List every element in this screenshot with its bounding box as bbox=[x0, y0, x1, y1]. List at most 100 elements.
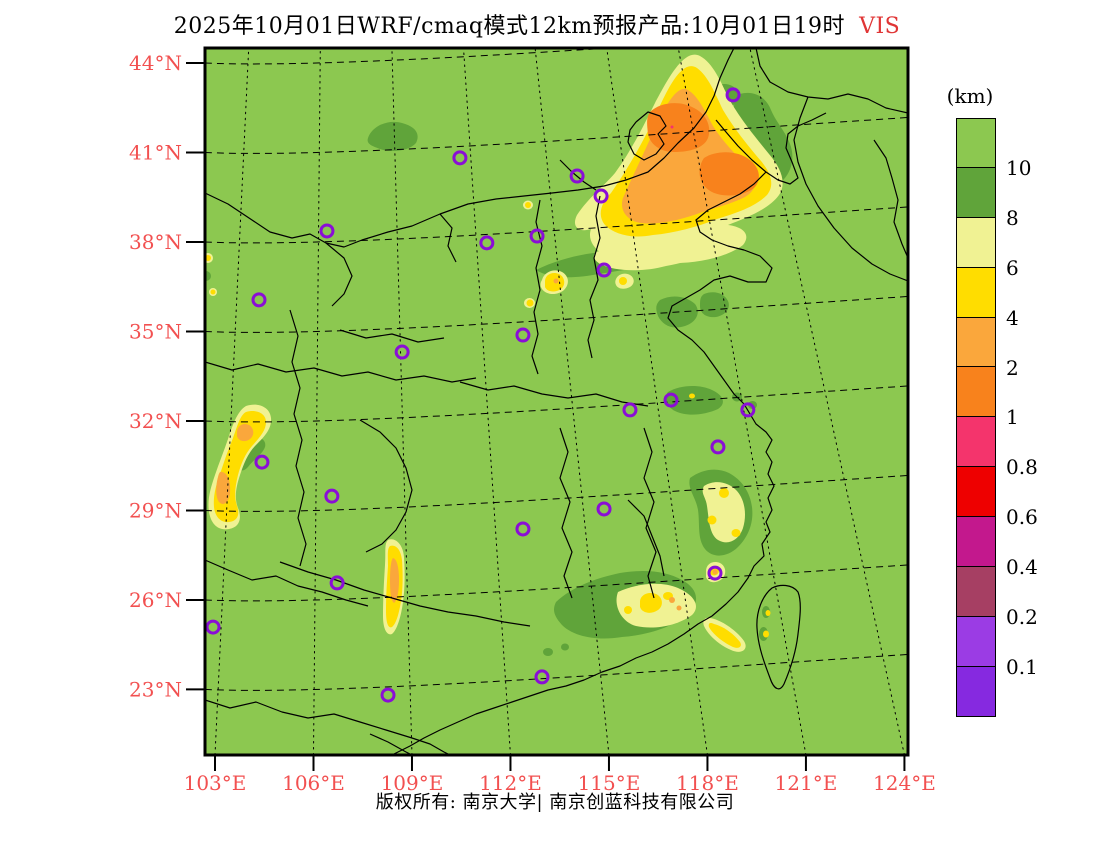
longitude-gridline bbox=[606, 48, 708, 755]
station-marker[interactable] bbox=[707, 565, 723, 581]
province-boundary bbox=[325, 242, 353, 307]
colorbar-segment bbox=[956, 267, 996, 318]
lat-tick-label: 41°N bbox=[129, 140, 182, 164]
vis-contour-lo bbox=[216, 471, 231, 504]
station-marker[interactable] bbox=[380, 687, 396, 703]
colorbar-segment bbox=[956, 367, 996, 418]
latitude-gridline bbox=[205, 385, 908, 423]
province-boundary bbox=[205, 559, 369, 607]
station-marker[interactable] bbox=[534, 669, 550, 685]
vis-contour-yl bbox=[525, 202, 531, 208]
station-marker[interactable] bbox=[710, 439, 726, 455]
colorbar-label: 6 bbox=[1006, 255, 1019, 280]
vis-contour-lo bbox=[553, 278, 559, 284]
lat-tick-label: 23°N bbox=[129, 677, 182, 701]
province-boundary bbox=[205, 361, 477, 383]
vis-contour-yl bbox=[731, 529, 741, 537]
vis-contour-lo bbox=[676, 605, 682, 611]
station-marker[interactable] bbox=[319, 223, 335, 239]
latitude-gridline bbox=[205, 474, 908, 512]
colorbar-segment bbox=[956, 616, 996, 667]
colorbar-segment bbox=[956, 317, 996, 368]
vis-contour-lo bbox=[237, 423, 254, 442]
province-boundary bbox=[559, 159, 597, 191]
station-marker[interactable] bbox=[254, 454, 270, 470]
station-marker[interactable] bbox=[205, 619, 221, 635]
station-marker[interactable] bbox=[394, 344, 410, 360]
vis-contour-dg bbox=[367, 121, 418, 151]
latitude-gridline bbox=[205, 295, 908, 333]
lat-tick-label: 38°N bbox=[129, 230, 182, 254]
latitude-gridline bbox=[205, 653, 908, 691]
vis-contour-yl bbox=[765, 610, 771, 616]
colorbar-label: 0.4 bbox=[1006, 555, 1038, 580]
lon-tick-label: 121°E bbox=[775, 771, 838, 795]
lon-tick-label: 124°E bbox=[873, 771, 936, 795]
vis-contour-or bbox=[647, 103, 710, 152]
station-marker[interactable] bbox=[740, 402, 756, 418]
province-boundary bbox=[559, 427, 573, 599]
colorbar-segment bbox=[956, 467, 996, 518]
station-marker[interactable] bbox=[569, 168, 585, 184]
map-frame bbox=[203, 46, 910, 757]
vis-contour-yl bbox=[763, 630, 769, 638]
vis-contour-dg bbox=[543, 648, 553, 656]
title-variable-tag: VIS bbox=[859, 14, 901, 39]
latitude-gridline bbox=[205, 48, 618, 65]
province-boundary bbox=[587, 195, 601, 359]
province-boundary bbox=[339, 329, 445, 343]
vis-contour-dg bbox=[238, 437, 266, 471]
vis-contour-yl bbox=[210, 289, 216, 295]
vis-contour-or bbox=[699, 152, 759, 196]
vis-contour-lo bbox=[390, 558, 399, 603]
lon-tick-label: 115°E bbox=[578, 771, 641, 795]
province-boundary bbox=[643, 427, 657, 599]
vis-contour-py bbox=[702, 482, 745, 543]
copyright-footer: 版权所有: 南京大学| 南京创蓝科技有限公司 bbox=[375, 792, 735, 813]
province-boundary bbox=[459, 381, 649, 407]
station-marker[interactable] bbox=[251, 292, 267, 308]
province-boundary bbox=[627, 111, 667, 161]
longitude-gridline bbox=[312, 48, 321, 755]
station-marker[interactable] bbox=[725, 87, 741, 103]
station-marker[interactable] bbox=[479, 235, 495, 251]
station-marker[interactable] bbox=[452, 150, 468, 166]
province-boundary bbox=[289, 309, 307, 567]
vis-contour-yl bbox=[689, 393, 695, 399]
colorbar-segment bbox=[956, 118, 996, 168]
latitude-gridline bbox=[205, 564, 908, 602]
latitude-gridline bbox=[205, 206, 908, 244]
title-text: 2025年10月01日WRF/cmaq模式12km预报产品:10月01日19时 bbox=[173, 14, 846, 39]
station-marker[interactable] bbox=[593, 188, 609, 204]
station-marker[interactable] bbox=[529, 228, 545, 244]
province-boundary bbox=[369, 733, 414, 755]
province-boundary bbox=[390, 171, 775, 755]
province-boundary bbox=[205, 48, 735, 248]
station-marker[interactable] bbox=[596, 501, 612, 517]
vis-contour-yl bbox=[708, 623, 741, 648]
station-marker[interactable] bbox=[324, 488, 340, 504]
station-marker[interactable] bbox=[329, 575, 345, 591]
vis-contour-yl bbox=[220, 503, 224, 507]
vis-contour-pk bbox=[670, 125, 674, 129]
colorbar-label: 0.1 bbox=[1006, 654, 1038, 679]
station-marker[interactable] bbox=[515, 521, 531, 537]
station-marker[interactable] bbox=[515, 327, 531, 343]
station-marker[interactable] bbox=[663, 392, 679, 408]
colorbar-label: 10 bbox=[1006, 155, 1032, 180]
lon-tick-label: 109°E bbox=[381, 771, 444, 795]
longitude-gridline bbox=[749, 48, 905, 755]
longitude-gridline bbox=[463, 48, 511, 755]
station-marker[interactable] bbox=[622, 402, 638, 418]
colorbar-unit: (km) bbox=[946, 84, 994, 108]
map-background bbox=[205, 48, 908, 755]
province-boundary bbox=[279, 561, 531, 627]
lat-tick-label: 32°N bbox=[129, 409, 182, 433]
province-boundary bbox=[793, 96, 908, 282]
lon-tick-label: 103°E bbox=[184, 771, 247, 795]
colorbar-segment bbox=[956, 167, 996, 218]
latitude-gridline bbox=[205, 116, 908, 154]
station-marker[interactable] bbox=[596, 262, 612, 278]
page-title: 2025年10月01日WRF/cmaq模式12km预报产品:10月01日19时 V… bbox=[0, 8, 1087, 40]
